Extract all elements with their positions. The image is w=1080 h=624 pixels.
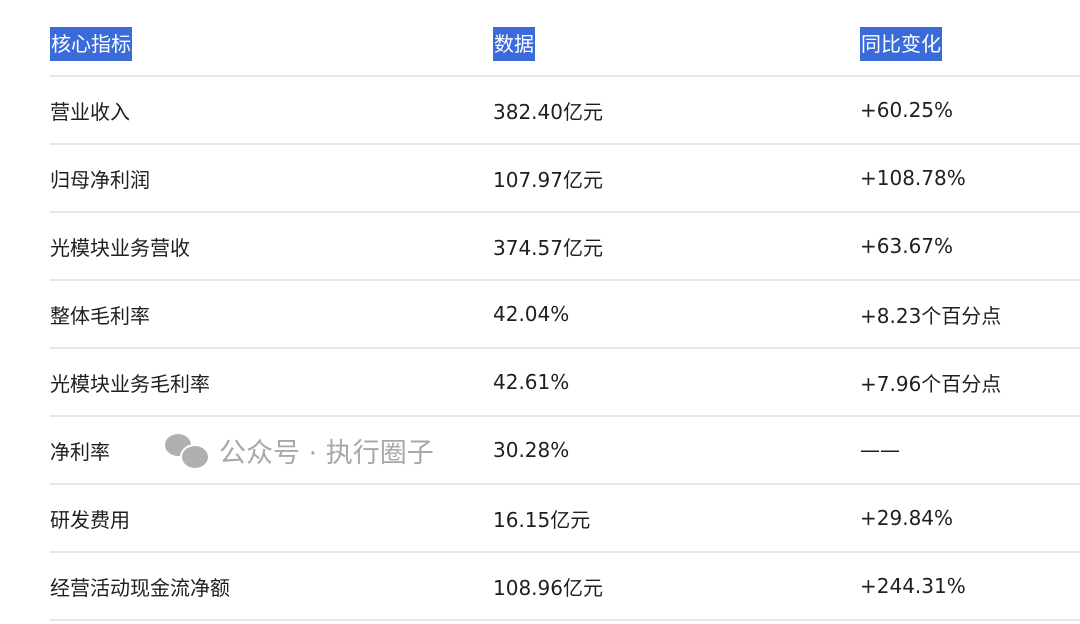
table-row: 研发费用 16.15亿元 +29.84%: [50, 485, 1080, 553]
change-cell: +8.23个百分点: [860, 303, 1002, 328]
change-cell: ——: [860, 438, 900, 462]
change-cell: +60.25%: [860, 98, 954, 122]
metric-cell: 经营活动现金流净额: [50, 575, 230, 600]
table-row: 净利率 30.28% ——: [50, 417, 1080, 485]
header-metric: 核心指标: [50, 27, 132, 61]
header-data: 数据: [493, 27, 535, 61]
value-cell: 382.40亿元: [493, 99, 603, 124]
value-cell: 374.57亿元: [493, 235, 603, 260]
value-cell: 108.96亿元: [493, 575, 603, 600]
metric-cell: 光模块业务毛利率: [50, 371, 210, 396]
header-yoy-change: 同比变化: [860, 27, 942, 61]
change-cell: +29.84%: [860, 506, 954, 530]
value-cell: 107.97亿元: [493, 167, 603, 192]
metric-cell: 归母净利润: [50, 167, 150, 192]
table-row: 整体毛利率 42.04% +8.23个百分点: [50, 281, 1080, 349]
metric-cell: 营业收入: [50, 99, 130, 124]
table-row: 营业收入 382.40亿元 +60.25%: [50, 77, 1080, 145]
change-cell: +244.31%: [860, 574, 966, 598]
metric-cell: 整体毛利率: [50, 303, 150, 328]
table-row: 光模块业务毛利率 42.61% +7.96个百分点: [50, 349, 1080, 417]
metric-cell: 净利率: [50, 439, 110, 464]
table-row: 经营活动现金流净额 108.96亿元 +244.31%: [50, 553, 1080, 621]
metric-cell: 光模块业务营收: [50, 235, 190, 260]
value-cell: 30.28%: [493, 438, 570, 462]
change-cell: +108.78%: [860, 166, 966, 190]
table-row: 光模块业务营收 374.57亿元 +63.67%: [50, 213, 1080, 281]
value-cell: 16.15亿元: [493, 507, 591, 532]
metrics-table: 核心指标 数据 同比变化 营业收入 382.40亿元 +60.25% 归母净利润 107…: [50, 0, 1080, 621]
metric-cell: 研发费用: [50, 507, 130, 532]
value-cell: 42.61%: [493, 370, 570, 394]
change-cell: +7.96个百分点: [860, 371, 1002, 396]
table-header: 核心指标 数据 同比变化: [50, 0, 1080, 77]
change-cell: +63.67%: [860, 234, 954, 258]
table-row: 归母净利润 107.97亿元 +108.78%: [50, 145, 1080, 213]
value-cell: 42.04%: [493, 302, 570, 326]
